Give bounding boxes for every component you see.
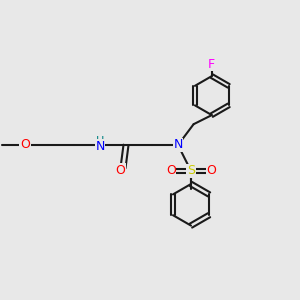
Text: N: N <box>95 140 105 152</box>
Text: O: O <box>20 139 30 152</box>
Text: O: O <box>166 164 176 178</box>
Text: N: N <box>173 139 183 152</box>
Text: H: H <box>96 136 104 146</box>
Text: O: O <box>115 164 125 176</box>
Text: F: F <box>208 58 215 70</box>
Text: S: S <box>187 164 195 178</box>
Text: O: O <box>206 164 216 178</box>
